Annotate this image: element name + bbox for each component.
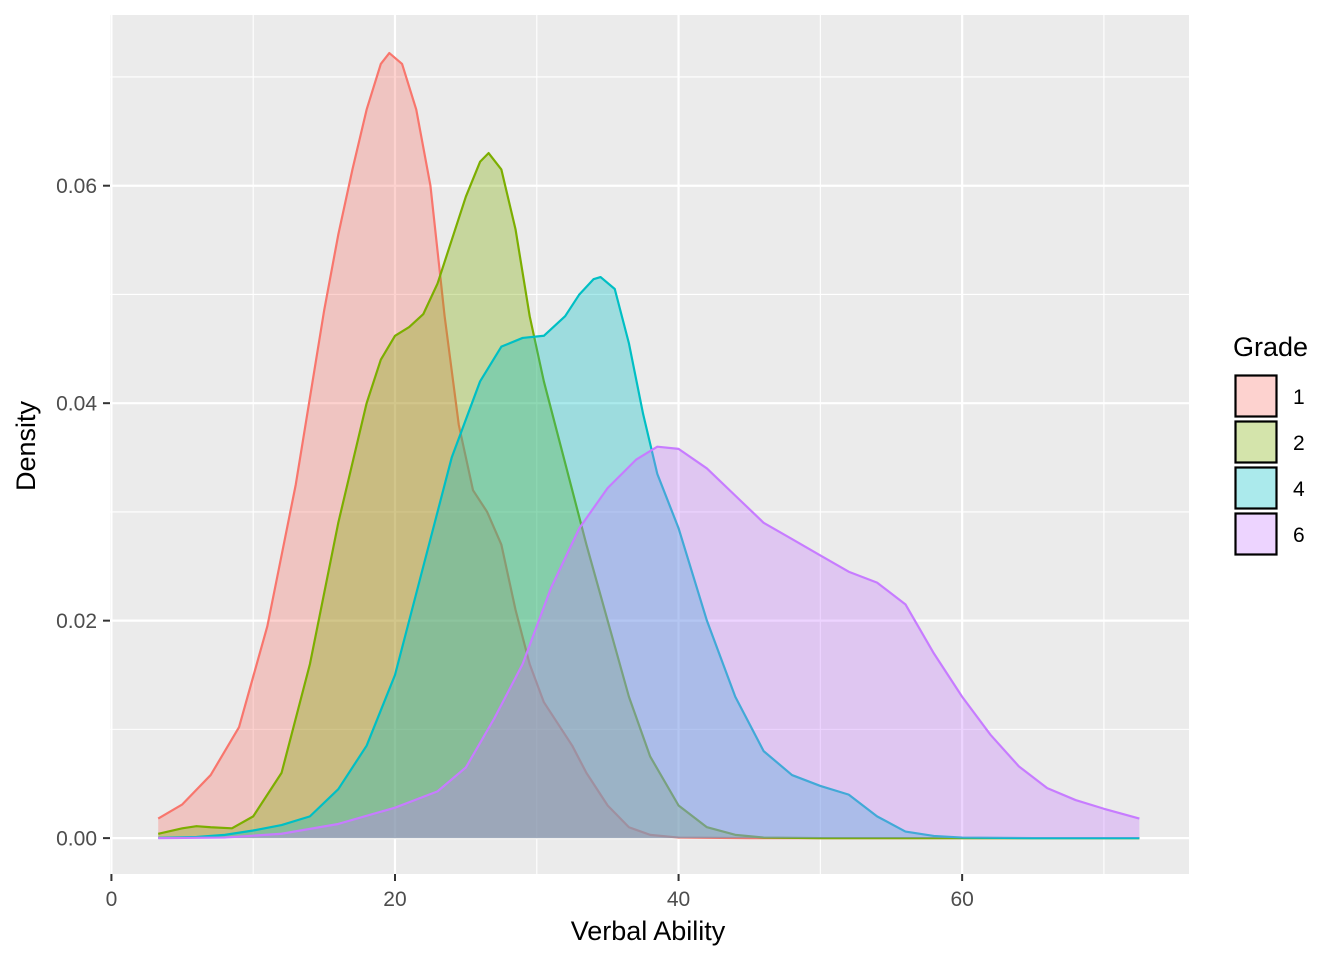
legend-key-grade-2 [1234, 420, 1278, 464]
axis-ticks [103, 184, 964, 881]
x-tick-label: 60 [950, 888, 973, 911]
legend-key-background [1235, 421, 1277, 463]
legend-key-grade-6 [1234, 512, 1278, 556]
density-series [157, 51, 1140, 840]
legend-key-background [1235, 375, 1277, 417]
legend-label-grade-6: 6 [1293, 524, 1305, 547]
legend-key-background [1235, 467, 1277, 509]
series-line-grade-1 [157, 51, 1140, 840]
legend-keys: 1 2 4 6 [1234, 374, 1305, 556]
x-tick-label: 20 [383, 888, 406, 911]
legend-title: Grade [1233, 332, 1308, 362]
y-axis-tick-labels: 0.00 0.02 0.04 0.06 [56, 175, 97, 850]
x-axis-tick-labels: 0 20 40 60 [106, 888, 974, 911]
y-tick-label: 0.00 [56, 828, 97, 851]
y-tick-label: 0.02 [56, 610, 97, 633]
legend-label-grade-1: 1 [1293, 386, 1305, 409]
legend-label-grade-4: 4 [1293, 478, 1305, 501]
legend-label-grade-2: 2 [1293, 432, 1305, 455]
series-line-grade-2 [157, 151, 1140, 840]
x-tick-label: 0 [106, 888, 118, 911]
legend-key-background [1235, 513, 1277, 555]
series-area-grade-4 [158, 277, 1140, 839]
series-area-grade-6 [158, 446, 1140, 839]
x-axis-title: Verbal Ability [571, 916, 726, 946]
series-line-grade-4 [158, 275, 1140, 840]
minor-gridlines [110, 15, 1189, 874]
series-line-grade-6 [158, 445, 1140, 840]
legend-key-grade-1 [1234, 374, 1278, 418]
x-tick-label: 40 [667, 888, 690, 911]
y-tick-label: 0.06 [56, 175, 97, 198]
legend-key-grade-4 [1234, 466, 1278, 510]
y-tick-label: 0.04 [56, 393, 97, 416]
major-gridlines [110, 15, 1189, 874]
legend: Grade 1 2 4 6 [1233, 332, 1308, 556]
series-area-grade-2 [158, 153, 1140, 839]
y-axis-title: Density [11, 400, 41, 491]
